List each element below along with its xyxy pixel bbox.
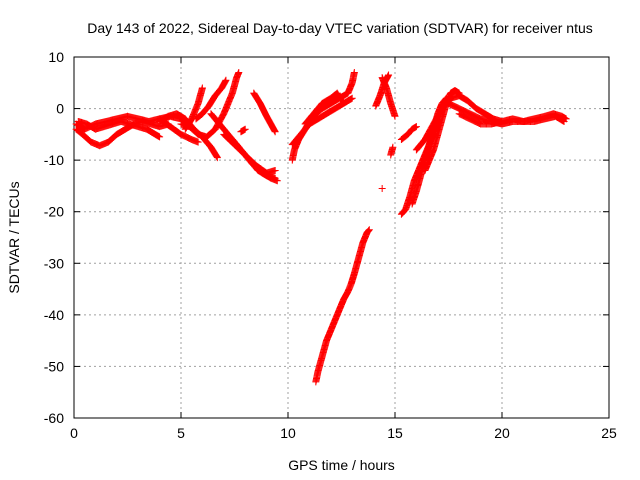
x-tick-label: 15	[387, 425, 403, 441]
y-tick-label: -10	[44, 152, 64, 168]
x-tick-label: 20	[494, 425, 510, 441]
series-track-19	[378, 74, 399, 120]
series-track-28	[455, 110, 568, 128]
series-track-20	[378, 185, 386, 193]
x-tick-label: 0	[70, 425, 78, 441]
series-track-13	[237, 125, 249, 136]
marker-trace	[312, 226, 373, 386]
x-axis-label: GPS time / hours	[288, 457, 395, 473]
data-marks	[72, 68, 570, 386]
marker-trace	[397, 123, 420, 144]
series-track-26	[412, 92, 506, 154]
marker-trace	[378, 74, 399, 120]
y-tick-label: 0	[56, 101, 64, 117]
chart-title: Day 143 of 2022, Sidereal Day-to-day VTE…	[87, 20, 593, 36]
marker-trace	[301, 89, 345, 128]
marker-trace	[74, 117, 164, 141]
series-track-22	[397, 123, 420, 144]
marker-trace	[455, 110, 568, 128]
marker-trace	[228, 136, 279, 182]
series-track-21	[387, 143, 397, 159]
marker-trace	[378, 185, 386, 193]
axis-ticks: 0 5 10 15 20 25 10 0 -10 -20 -30 -40 -50 -60	[44, 49, 617, 441]
series-track-10	[220, 130, 279, 177]
marker-trace	[177, 68, 243, 141]
x-tick-label: 25	[601, 425, 617, 441]
y-tick-label: -40	[44, 307, 64, 323]
y-tick-label: -20	[44, 204, 64, 220]
plot-frame	[73, 56, 610, 419]
series-track-8	[192, 76, 230, 123]
series-track-15	[288, 94, 356, 149]
series-track-17	[312, 226, 373, 386]
y-tick-label: -30	[44, 255, 64, 271]
x-tick-label: 10	[280, 425, 296, 441]
y-axis-label: SDTVAR / TECUs	[6, 181, 22, 293]
marker-trace	[237, 125, 249, 136]
marker-trace	[387, 143, 397, 159]
series-track-7	[177, 68, 243, 141]
marker-trace	[412, 92, 506, 154]
marker-trace	[220, 130, 279, 177]
marker-trace	[192, 76, 230, 123]
marker-trace	[250, 89, 279, 136]
x-tick-label: 5	[177, 425, 185, 441]
series-track-11	[228, 136, 279, 182]
series-track-16	[301, 89, 345, 128]
y-tick-label: -60	[44, 410, 64, 426]
series-track-12	[250, 89, 279, 136]
series-track-3	[74, 117, 164, 141]
y-tick-label: 10	[48, 49, 64, 65]
marker-trace	[288, 94, 356, 149]
grid	[74, 57, 609, 418]
y-tick-label: -50	[44, 358, 64, 374]
